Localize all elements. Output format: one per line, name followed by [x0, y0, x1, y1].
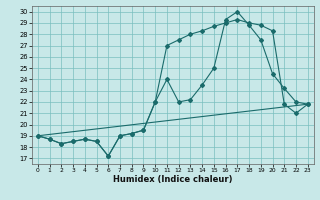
X-axis label: Humidex (Indice chaleur): Humidex (Indice chaleur): [113, 175, 233, 184]
